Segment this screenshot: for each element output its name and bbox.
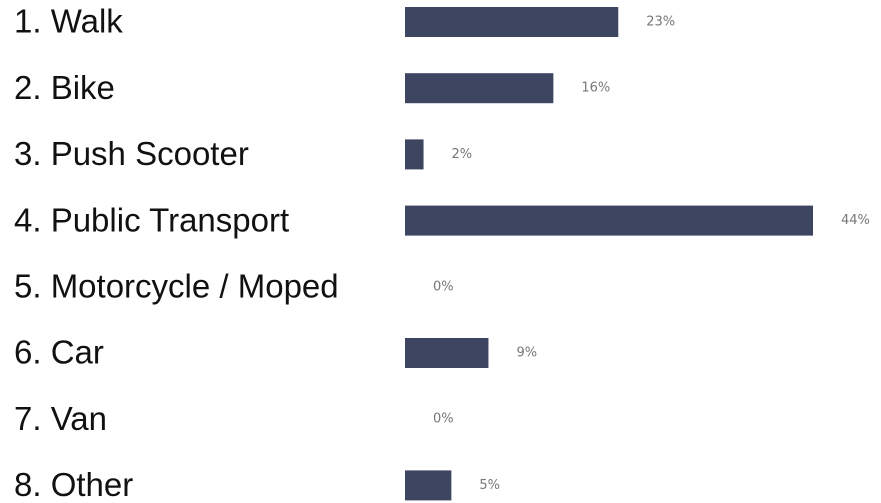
category-label: 1. Walk [14, 3, 123, 40]
bar [405, 205, 813, 236]
category-label: 3. Push Scooter [14, 135, 249, 172]
value-label: 9% [516, 346, 537, 361]
value-label: 2% [452, 147, 473, 162]
value-label: 0% [433, 279, 454, 294]
category-label: 8. Other [14, 466, 133, 503]
bar [405, 7, 619, 37]
value-label: 0% [433, 412, 454, 427]
category-label: 2. Bike [14, 69, 115, 106]
value-label: 5% [479, 478, 500, 493]
value-label: 23% [646, 15, 675, 30]
bar [405, 470, 452, 501]
category-label: 4. Public Transport [14, 201, 289, 238]
category-label: 5. Motorcycle / Moped [14, 268, 339, 305]
bar [405, 73, 554, 104]
bar [405, 338, 489, 368]
category-label: 6. Car [14, 334, 104, 371]
bar [405, 139, 424, 170]
value-label: 44% [841, 213, 870, 228]
value-label: 16% [581, 81, 610, 96]
category-label: 7. Van [14, 400, 107, 437]
